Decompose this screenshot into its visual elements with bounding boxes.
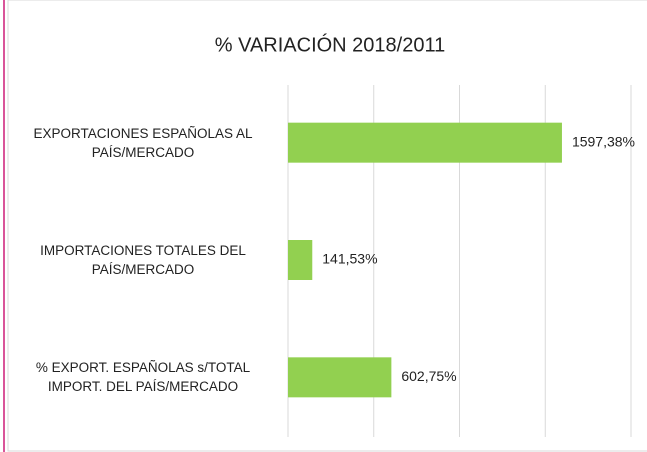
bar	[288, 357, 392, 398]
data-label: 141,53%	[322, 251, 377, 267]
bar	[288, 240, 313, 280]
chart-border	[7, 0, 647, 452]
data-label: 1597,38%	[572, 133, 635, 149]
category-label: % EXPORT. ESPAÑOLAS s/TOTAL IMPORT. DEL …	[35, 360, 251, 395]
category-label: EXPORTACIONES ESPAÑOLAS AL PAÍS/MERCADO	[33, 125, 253, 160]
category-label: IMPORTACIONES TOTALES DEL PAÍS/MERCADO	[40, 243, 246, 277]
data-label: 602,75%	[401, 368, 456, 384]
bar	[288, 122, 562, 163]
chart-title: % VARIACIÓN 2018/2011	[215, 33, 446, 56]
left-border	[3, 0, 5, 452]
